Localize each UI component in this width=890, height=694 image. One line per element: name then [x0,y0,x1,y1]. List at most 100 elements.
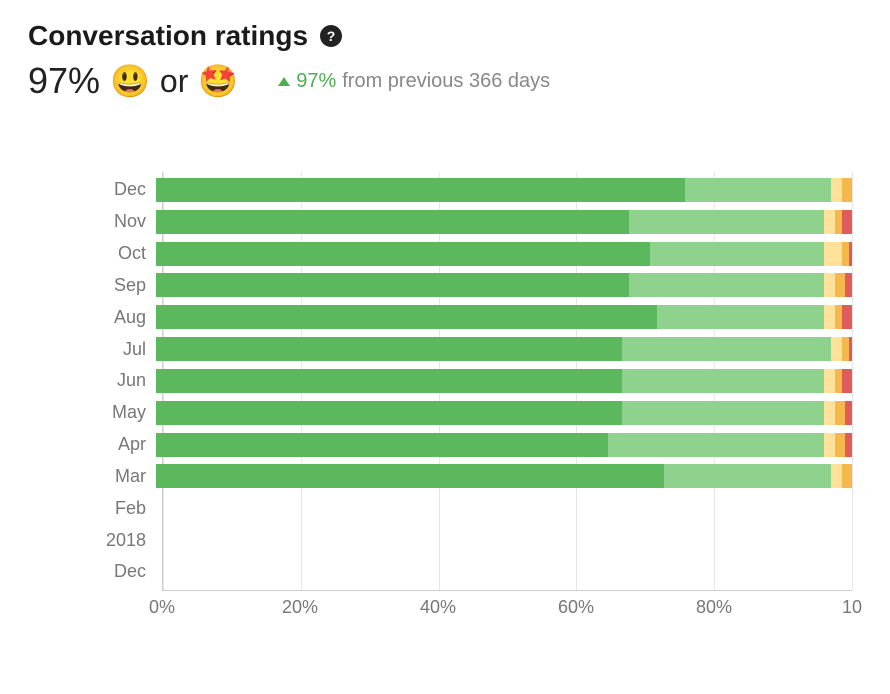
bar [156,337,852,361]
bar-segment-great [156,433,608,457]
bar-segment-great [156,337,622,361]
bar-segment-great [156,273,629,297]
trend-indicator: 97% from previous 366 days [278,70,550,93]
bar-segment-great [156,369,622,393]
bar-segment-good [622,369,824,393]
bar-segment-ok [824,369,834,393]
gridline [852,172,853,590]
bar [156,305,852,329]
bar-segment-ok [824,401,834,425]
bar-segment-bad [835,401,845,425]
chart-row: Aug [100,303,852,331]
happy-emoji-icon: 😃 [110,65,150,97]
y-axis-label: Dec [100,561,156,582]
x-axis-tick: 60% [558,597,594,618]
bar-segment-terrible [842,305,852,329]
summary-percent: 97% [28,60,100,102]
chart-x-axis: 0%20%40%60%80%10 [162,590,852,632]
chart-row: Nov [100,208,852,236]
bar-segment-great [156,401,622,425]
bar-segment-good [685,178,831,202]
trend-up-icon [278,77,290,86]
page-title: Conversation ratings [28,20,308,52]
y-axis-label: Apr [100,434,156,455]
trend-suffix: from previous 366 days [342,70,550,93]
chart-rows: Dec Nov Oct Sep Aug Jul Jun May Apr Mar Feb 2018 Dec [100,172,852,590]
bar [156,242,852,266]
summary-or: or [160,63,188,100]
x-axis-tick: 10 [842,597,862,618]
bar-segment-good [664,464,831,488]
bar-segment-good [657,305,824,329]
help-icon[interactable]: ? [320,25,342,47]
y-axis-label: Dec [100,179,156,200]
bar-segment-terrible [845,401,852,425]
bar-segment-terrible [842,369,852,393]
y-axis-label: Aug [100,307,156,328]
x-axis-tick: 0% [149,597,175,618]
y-axis-label: Nov [100,211,156,232]
y-axis-label: Jul [100,339,156,360]
bar-segment-great [156,464,664,488]
bar-segment-good [622,401,824,425]
bar-segment-great [156,305,657,329]
ratings-chart: DecNovOctSepAugJulJunMayAprMarFeb2018Dec… [100,172,852,632]
bar [156,528,852,552]
trend-value: 97% [296,70,336,93]
chart-row: Dec [100,176,852,204]
bar-segment-ok [824,273,834,297]
chart-row: Jun [100,367,852,395]
bar-segment-terrible [842,210,852,234]
bar [156,210,852,234]
x-axis-tick: 20% [282,597,318,618]
header-row: Conversation ratings ? [28,20,862,52]
chart-row: May [100,399,852,427]
x-axis-tick: 40% [420,597,456,618]
bar-segment-bad [842,178,852,202]
bar-segment-good [608,433,824,457]
bar-segment-good [629,210,824,234]
y-axis-label: Feb [100,498,156,519]
bar [156,560,852,584]
chart-row: 2018 [100,526,852,554]
y-axis-label: May [100,402,156,423]
bar-segment-bad [835,369,842,393]
bar-segment-terrible [845,433,852,457]
summary-row: 97% 😃 or 🤩 97% from previous 366 days [28,60,862,102]
bar-segment-ok [824,242,841,266]
bar-segment-bad [835,433,845,457]
y-axis-label: Mar [100,466,156,487]
bar-segment-ok [824,305,834,329]
bar [156,401,852,425]
bar-segment-great [156,210,629,234]
chart-row: Dec [100,558,852,586]
bar-segment-terrible [849,337,852,361]
bar-segment-bad [842,242,849,266]
chart-row: Sep [100,271,852,299]
chart-row: Apr [100,431,852,459]
y-axis-label: Oct [100,243,156,264]
bar [156,273,852,297]
bar-segment-ok [824,210,834,234]
chart-row: Feb [100,494,852,522]
chart-row: Mar [100,462,852,490]
bar-segment-terrible [845,273,852,297]
bar-segment-terrible [849,242,852,266]
bar [156,178,852,202]
bar [156,369,852,393]
y-axis-label: 2018 [100,530,156,551]
bar-segment-ok [831,178,841,202]
bar-segment-bad [835,273,845,297]
bar-segment-bad [835,210,842,234]
bar-segment-ok [831,464,841,488]
bar-segment-bad [842,464,852,488]
bar [156,464,852,488]
x-axis-tick: 80% [696,597,732,618]
bar-segment-good [629,273,824,297]
star-eyes-emoji-icon: 🤩 [198,65,238,97]
y-axis-label: Jun [100,370,156,391]
bar-segment-bad [842,337,849,361]
bar-segment-good [650,242,824,266]
bar-segment-bad [835,305,842,329]
bar [156,496,852,520]
